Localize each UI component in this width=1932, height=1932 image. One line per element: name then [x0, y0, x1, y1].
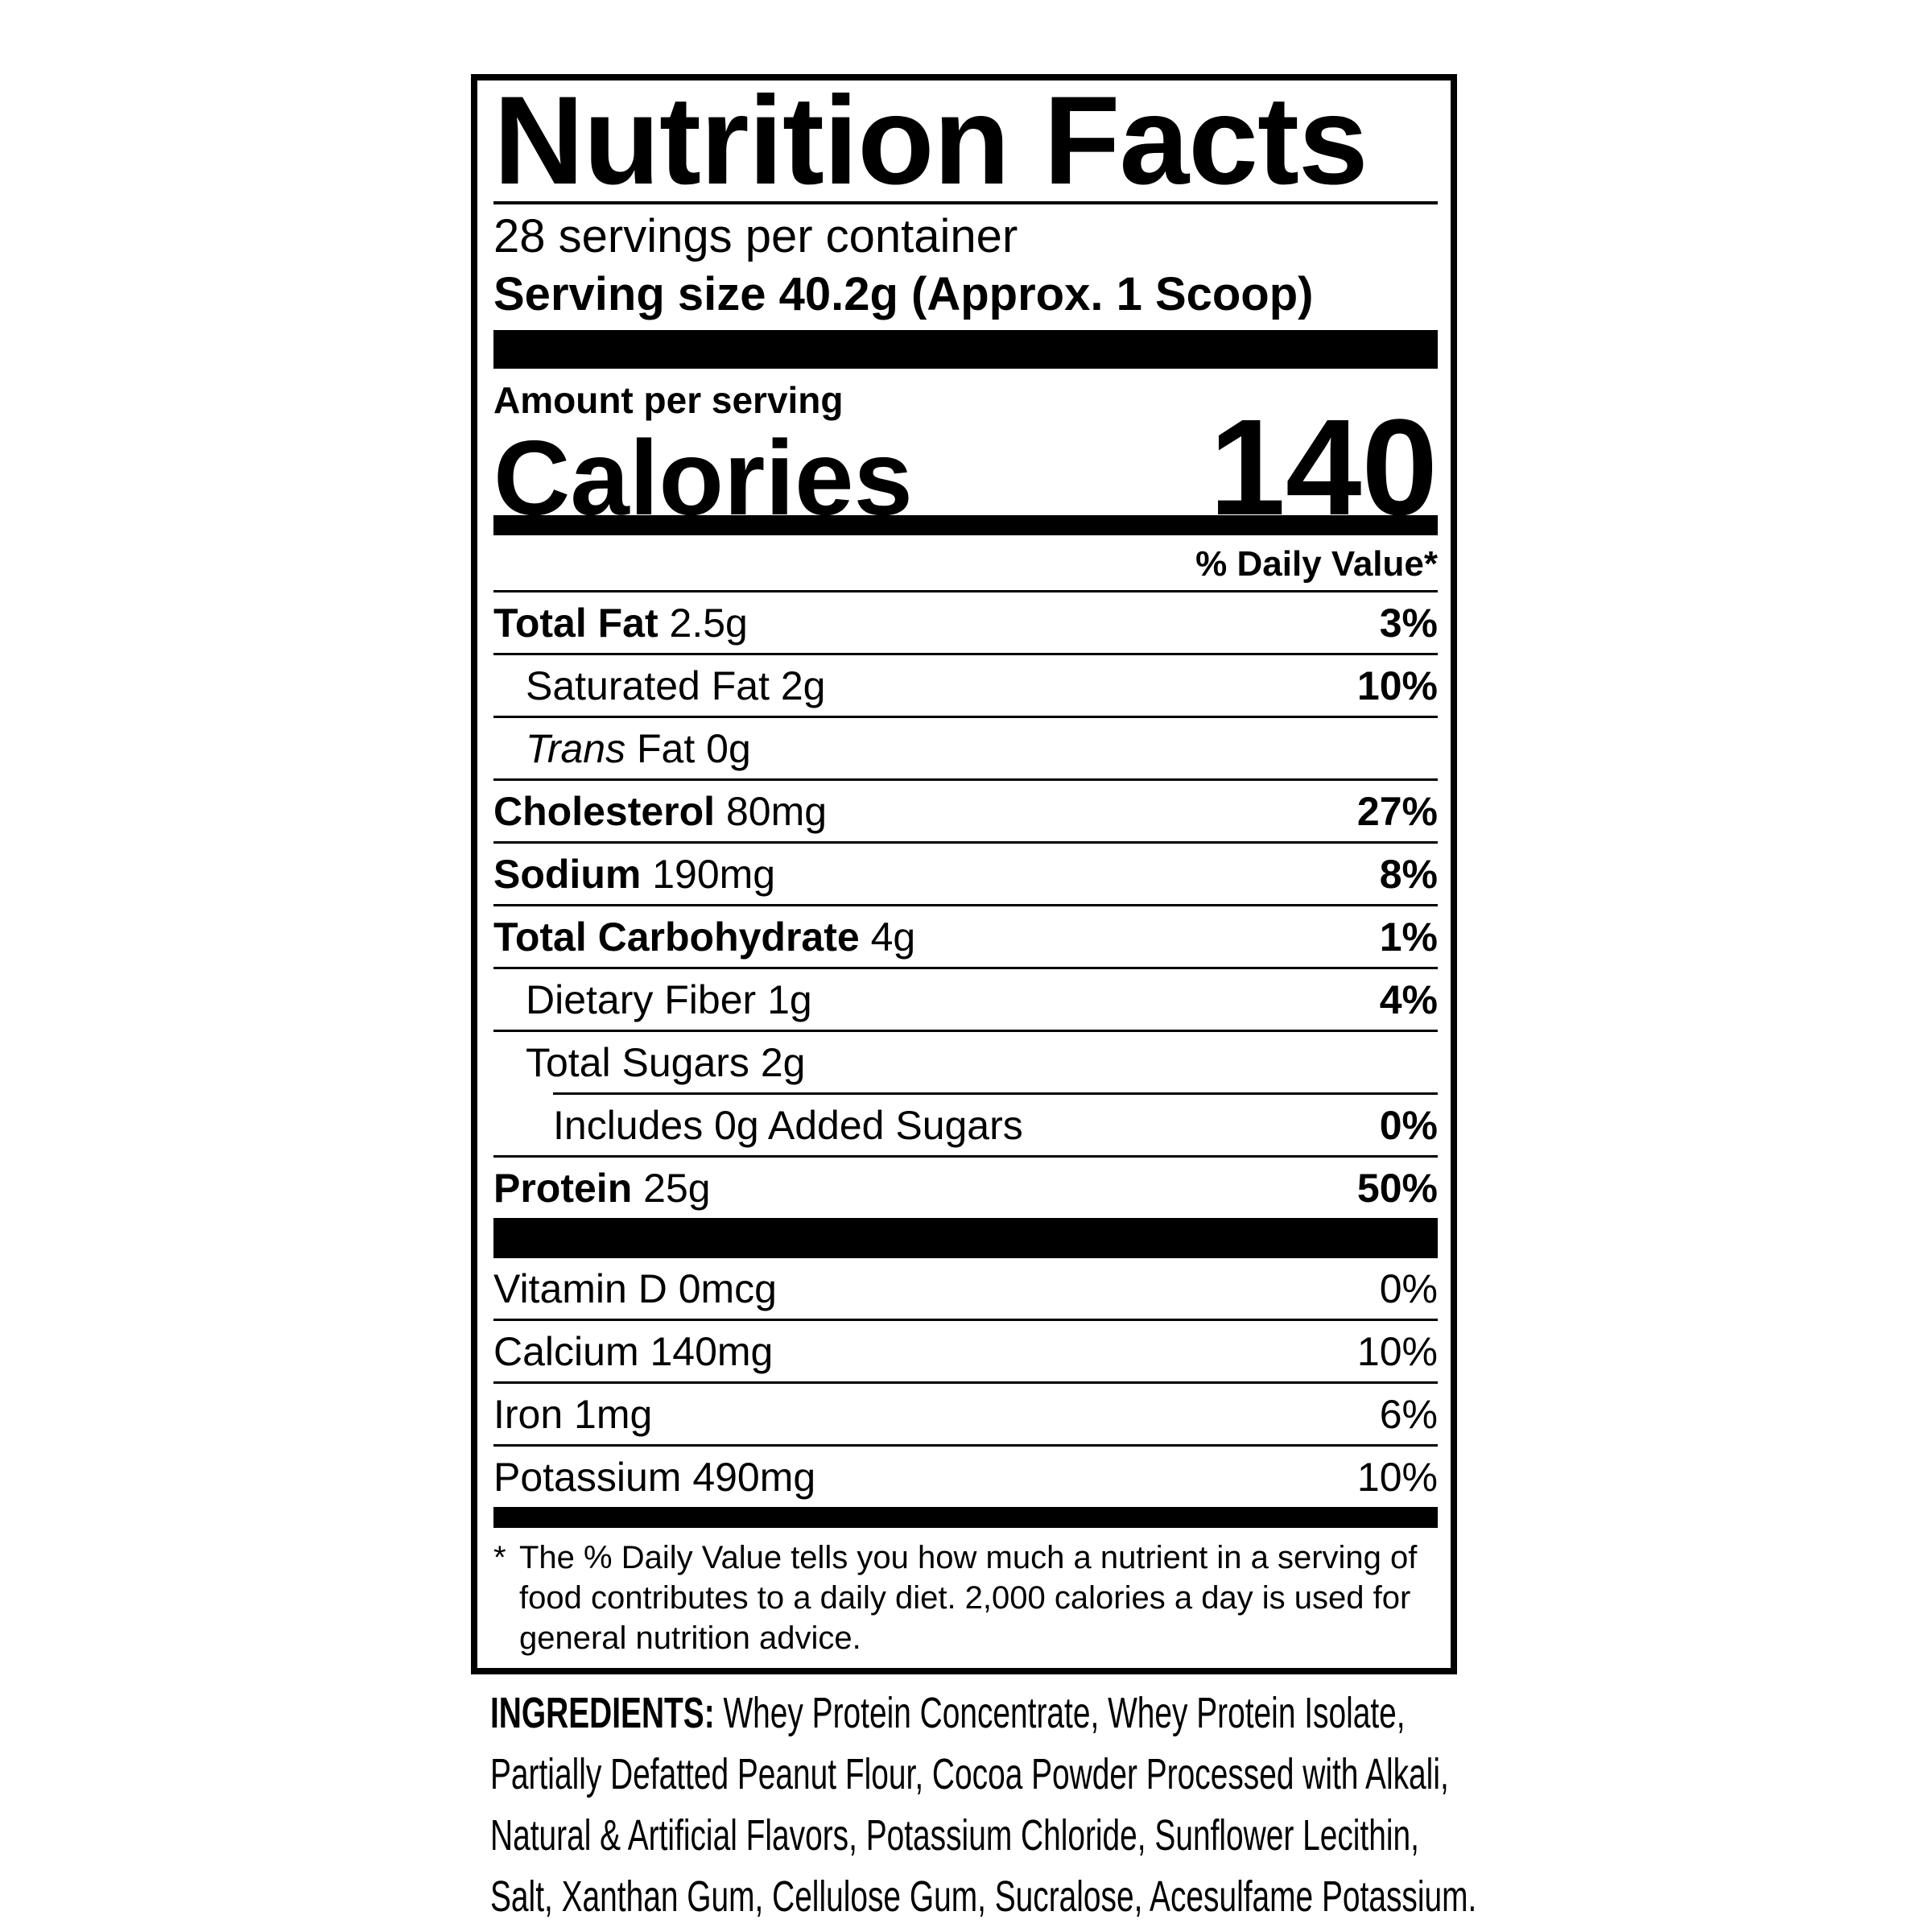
daily-value-header: % Daily Value*: [1195, 544, 1438, 584]
nutrient-row-sodium: Sodium 190mg 8%: [493, 844, 1438, 904]
micronutrient-dv: 0%: [1379, 1266, 1438, 1311]
thick-divider-bar: [493, 1218, 1438, 1258]
divider: [493, 778, 1438, 781]
nutrient-row-cholesterol: Cholesterol 80mg 27%: [493, 781, 1438, 841]
divider: [493, 1319, 1438, 1321]
calories-label: Calories: [493, 419, 913, 537]
calories-row: Calories 140: [493, 391, 1438, 544]
nutrient-name: Cholesterol 80mg: [493, 789, 828, 834]
divider: [493, 1155, 1438, 1158]
nutrient-row-total-carbohydrate: Total Carbohydrate 4g 1%: [493, 906, 1438, 967]
ingredient-line: Salt, Xanthan Gum, Cellulose Gum, Sucral…: [490, 1872, 1477, 1921]
footnote: * The % Daily Value tells you how much a…: [493, 1528, 1438, 1668]
ingredient-line: Partially Defatted Peanut Flour, Cocoa P…: [490, 1750, 1449, 1798]
micronutrient-dv: 10%: [1356, 1455, 1438, 1500]
nutrient-name: Sodium 190mg: [493, 852, 776, 897]
nutrient-dv: 0%: [1379, 1103, 1438, 1148]
servings-per-container: 28 servings per container: [493, 210, 1018, 262]
nutrient-name: Total Sugars 2g: [526, 1040, 806, 1085]
nutrient-name: Protein 25g: [493, 1166, 711, 1211]
micronutrient-row-potassium: Potassium 490mg 10%: [493, 1447, 1438, 1507]
nutrient-dv: 1%: [1379, 914, 1438, 960]
divider: [493, 1381, 1438, 1384]
calories-value: 140: [1209, 391, 1438, 544]
micronutrient-row-calcium: Calcium 140mg 10%: [493, 1321, 1438, 1381]
nutrient-name: Includes 0g Added Sugars: [553, 1103, 1023, 1148]
nutrient-name: Total Carbohydrate 4g: [493, 914, 916, 960]
nutrient-name: Trans Fat 0g: [526, 726, 751, 771]
serving-size: Serving size 40.2g (Approx. 1 Scoop): [493, 268, 1314, 320]
medium-divider-bar: [493, 515, 1438, 535]
footnote-marker: *: [493, 1540, 506, 1575]
ingredient-line: INGREDIENTS: Whey Protein Concentrate, W…: [490, 1689, 1406, 1737]
nutrient-dv: 8%: [1379, 852, 1438, 897]
medium-divider-bar: [493, 1507, 1438, 1528]
nutrient-row-trans-fat: Trans Fat 0g: [493, 718, 1438, 778]
micronutrient-dv: 6%: [1379, 1392, 1438, 1437]
divider: [493, 716, 1438, 718]
ingredients-label: INGREDIENTS:: [490, 1689, 715, 1737]
thick-divider-bar: [493, 330, 1438, 369]
micronutrient-name: Vitamin D 0mcg: [493, 1266, 777, 1311]
nutrient-dv: 10%: [1356, 663, 1438, 708]
divider-indented: [553, 1092, 1438, 1095]
micronutrient-name: Potassium 490mg: [493, 1455, 816, 1500]
nutrient-row-total-sugars: Total Sugars 2g: [493, 1032, 1438, 1092]
nutrient-row-dietary-fiber: Dietary Fiber 1g 4%: [493, 969, 1438, 1030]
divider: [493, 904, 1438, 906]
nutrient-row-total-fat: Total Fat 2.5g 3%: [493, 592, 1438, 653]
divider: [493, 1444, 1438, 1447]
panel-title: Nutrition Facts: [493, 78, 1438, 204]
micronutrient-name: Calcium 140mg: [493, 1329, 774, 1374]
micronutrient-dv: 10%: [1356, 1329, 1438, 1374]
nutrient-name: Saturated Fat 2g: [526, 663, 826, 708]
nutrient-row-protein: Protein 25g 50%: [493, 1158, 1438, 1218]
micronutrient-name: Iron 1mg: [493, 1392, 653, 1437]
nutrient-name: Dietary Fiber 1g: [526, 977, 812, 1022]
divider: [493, 967, 1438, 969]
divider: [493, 590, 1438, 592]
nutrient-dv: 50%: [1356, 1166, 1438, 1211]
divider: [493, 841, 1438, 844]
amount-per-serving-label: Amount per serving: [493, 379, 844, 421]
ingredient-line: Natural & Artificial Flavors, Potassium …: [490, 1811, 1419, 1860]
nutrient-dv: 3%: [1379, 601, 1438, 646]
micronutrient-row-vitamin-d: Vitamin D 0mcg 0%: [493, 1258, 1438, 1319]
nutrient-dv: 4%: [1379, 977, 1438, 1022]
nutrient-name: Total Fat 2.5g: [493, 601, 748, 646]
divider: [493, 653, 1438, 655]
footnote-text: The % Daily Value tells you how much a n…: [519, 1540, 1418, 1656]
nutrient-row-saturated-fat: Saturated Fat 2g 10%: [493, 655, 1438, 716]
nutrient-row-added-sugars: Includes 0g Added Sugars 0%: [493, 1095, 1438, 1155]
divider: [493, 1030, 1438, 1032]
ingredients-paragraph: INGREDIENTS: Whey Protein Concentrate, W…: [490, 1682, 1477, 1927]
nutrient-dv: 27%: [1356, 789, 1438, 834]
nutrition-facts-panel: Nutrition Facts 28 servings per containe…: [471, 74, 1457, 1674]
micronutrient-row-iron: Iron 1mg 6%: [493, 1384, 1438, 1444]
